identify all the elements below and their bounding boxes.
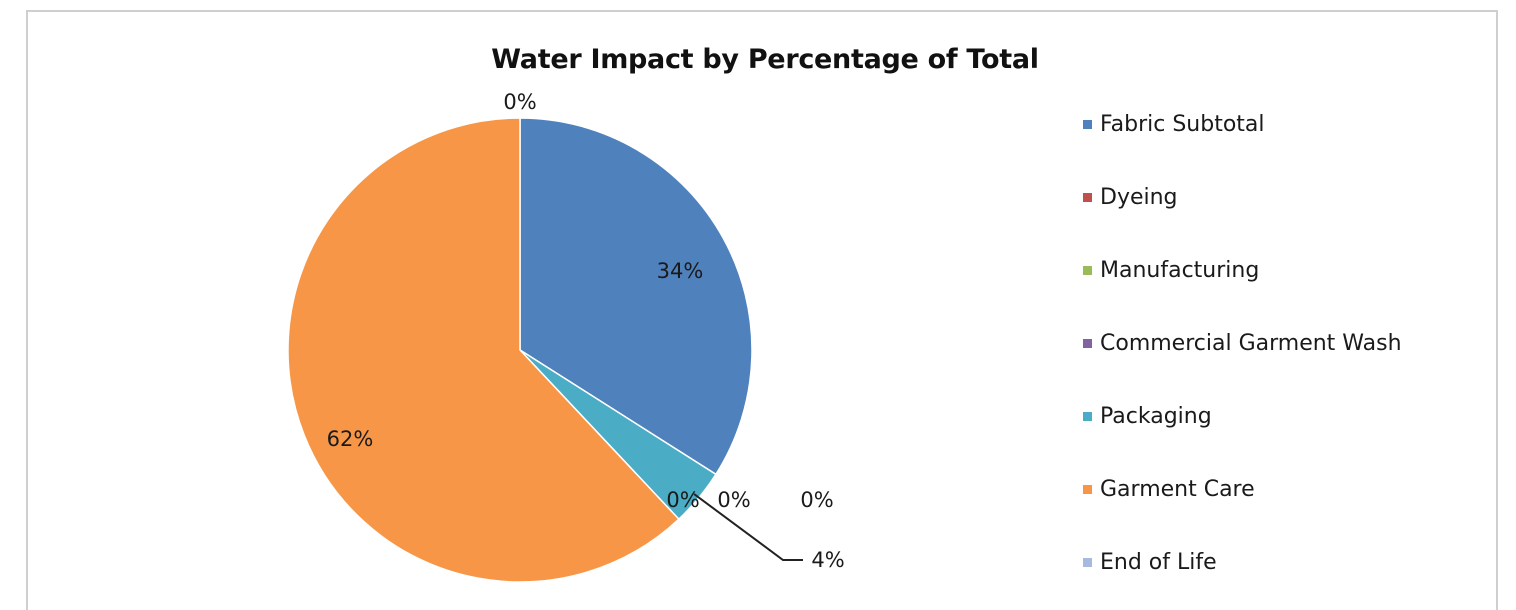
legend-item-fabric-subtotal: Fabric Subtotal [1083,106,1265,142]
legend-item-packaging: Packaging [1083,398,1212,434]
legend-label-commercial-garment-wash: Commercial Garment Wash [1100,330,1402,356]
legend-item-manufacturing: Manufacturing [1083,252,1259,288]
legend-label-fabric-subtotal: Fabric Subtotal [1100,111,1265,137]
data-label-garment-care: 62% [327,427,374,451]
legend-label-end-of-life: End of Life [1100,549,1217,575]
data-label-commercial-garment-wash: 0% [800,488,833,512]
chart-title: Water Impact by Percentage of Total [491,44,1039,75]
legend-label-manufacturing: Manufacturing [1100,257,1260,283]
data-label-manufacturing: 0% [717,488,750,512]
chart-frame [26,10,1498,610]
legend-label-dyeing: Dyeing [1100,184,1178,210]
data-label-fabric-subtotal: 34% [657,259,704,283]
data-label-end-of-life: 0% [503,90,536,114]
leader-line-packaging [693,493,803,561]
legend-swatch-garment-care [1083,484,1092,494]
legend-label-packaging: Packaging [1100,403,1212,429]
legend-item-dyeing: Dyeing [1083,179,1178,215]
pie-slice-garment-care [287,117,680,583]
legend-swatch-packaging [1083,411,1092,421]
data-label-dyeing: 0% [666,488,699,512]
legend-item-end-of-life: End of Life [1083,544,1217,580]
legend-item-commercial-garment-wash: Commercial Garment Wash [1083,325,1402,361]
legend-swatch-commercial-garment-wash [1083,338,1092,348]
legend-swatch-manufacturing [1083,265,1092,275]
pie-slice-fabric-subtotal [519,117,753,476]
data-label-packaging: 4% [811,548,844,572]
legend-label-garment-care: Garment Care [1100,476,1255,502]
legend-swatch-end-of-life [1083,557,1092,567]
legend-swatch-dyeing [1083,192,1092,202]
legend-swatch-fabric-subtotal [1083,119,1092,129]
legend-item-garment-care: Garment Care [1083,471,1255,507]
